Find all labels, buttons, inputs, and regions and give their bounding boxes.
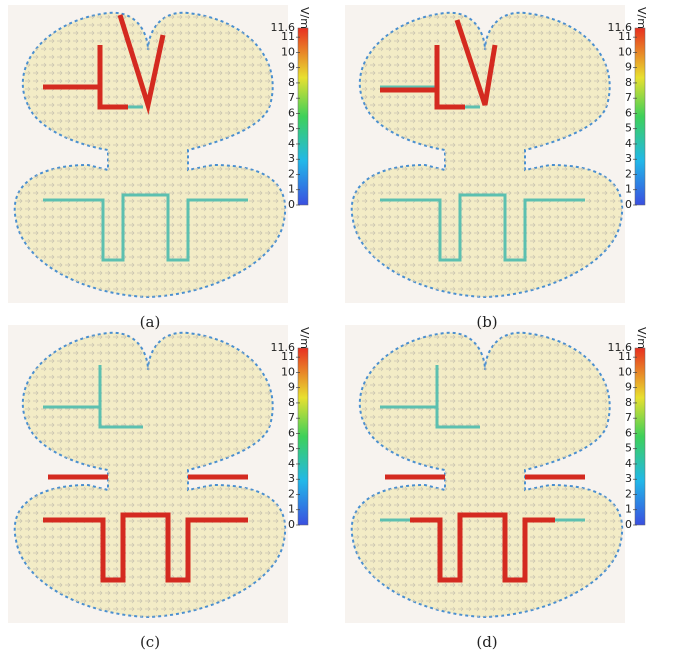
colorbar-tick-label: 4 — [625, 137, 632, 150]
colorbar-tick-label: 6 — [625, 106, 632, 119]
colorbar-tick-label: 5 — [625, 442, 632, 455]
colorbar-tick-label: 0 — [625, 198, 632, 211]
colorbar-tick-label: 9 — [288, 381, 295, 394]
colorbar-panel: 11.6 0 1 2 3 4 5 6 7 8 9 10 11V/m (d) — [476, 327, 648, 651]
colorbar-unit: V/m — [635, 327, 648, 349]
colorbar-tick-label: 1 — [625, 183, 632, 196]
colorbar-tick-label: 7 — [625, 91, 632, 104]
colorbar — [634, 347, 646, 526]
colorbar-max-label: 11.6 — [608, 21, 633, 34]
colorbar-tick-label: 3 — [288, 472, 295, 485]
colorbar-unit: V/m — [298, 7, 311, 29]
colorbar-tick-label: 2 — [288, 487, 295, 500]
colorbar-tick-label: 9 — [288, 61, 295, 74]
colorbar-tick-label: 3 — [288, 152, 295, 165]
colorbar-tick-label: 10 — [618, 365, 632, 378]
colorbar-tick-label: 3 — [625, 472, 632, 485]
colorbar-tick-label: 3 — [625, 152, 632, 165]
colorbar-max-label: 11.6 — [271, 341, 296, 354]
colorbar-panel: 11.6 0 1 2 3 4 5 6 7 8 9 10 11V/m (c) — [140, 327, 311, 651]
colorbar-panel: 11.6 0 1 2 3 4 5 6 7 8 9 10 11V/m (b) — [476, 7, 648, 331]
colorbar-unit: V/m — [635, 7, 648, 29]
colorbar-tick-label: 7 — [625, 411, 632, 424]
colorbar-tick-label: 2 — [625, 167, 632, 180]
colorbar-tick-label: 8 — [625, 76, 632, 89]
colorbar-unit: V/m — [298, 327, 311, 349]
colorbar-tick-label: 0 — [288, 198, 295, 211]
colorbar-tick-label: 4 — [625, 457, 632, 470]
colorbar-tick-label: 5 — [288, 122, 295, 135]
colorbar-tick-label: 8 — [288, 76, 295, 89]
colorbar-tick-label: 6 — [288, 426, 295, 439]
colorbar-tick-label: 2 — [288, 167, 295, 180]
panel-caption: (c) — [140, 633, 160, 651]
colorbar-tick-label: 9 — [625, 381, 632, 394]
colorbar — [634, 27, 646, 206]
panel — [6, 323, 290, 625]
colorbar-tick-label: 1 — [288, 503, 295, 516]
panel-caption: (d) — [476, 633, 497, 651]
colorbar-max-label: 11.6 — [271, 21, 296, 34]
colorbar-tick-label: 4 — [288, 457, 295, 470]
colorbar-tick-label: 11 — [281, 350, 295, 363]
colorbar-tick-label: 10 — [281, 45, 295, 58]
colorbar-tick-label: 10 — [618, 45, 632, 58]
colorbar-tick-label: 11 — [618, 30, 632, 43]
colorbar-tick-label: 6 — [625, 426, 632, 439]
colorbar-tick-label: 8 — [625, 396, 632, 409]
colorbar-tick-label: 11 — [281, 30, 295, 43]
panel — [6, 3, 290, 305]
colorbar-tick-label: 1 — [625, 503, 632, 516]
colorbar-panel: 11.6 0 1 2 3 4 5 6 7 8 9 10 11V/m (a) — [140, 7, 311, 331]
colorbar — [297, 27, 309, 206]
colorbar-tick-label: 8 — [288, 396, 295, 409]
colorbar-tick-label: 1 — [288, 183, 295, 196]
panel — [343, 323, 627, 625]
panel-caption: (b) — [476, 313, 497, 331]
colorbar-tick-label: 9 — [625, 61, 632, 74]
colorbar-tick-label: 11 — [618, 350, 632, 363]
panel-caption: (a) — [140, 313, 161, 331]
colorbar-tick-label: 10 — [281, 365, 295, 378]
colorbar-tick-label: 2 — [625, 487, 632, 500]
colorbar-tick-label: 7 — [288, 91, 295, 104]
colorbar-tick-label: 5 — [288, 442, 295, 455]
panel — [343, 3, 627, 305]
colorbar-tick-label: 0 — [288, 518, 295, 531]
colorbar-tick-label: 5 — [625, 122, 632, 135]
colorbar-max-label: 11.6 — [608, 341, 633, 354]
colorbar-tick-label: 4 — [288, 137, 295, 150]
colorbar — [297, 347, 309, 526]
colorbar-tick-label: 6 — [288, 106, 295, 119]
colorbar-tick-label: 7 — [288, 411, 295, 424]
colorbar-tick-label: 0 — [625, 518, 632, 531]
